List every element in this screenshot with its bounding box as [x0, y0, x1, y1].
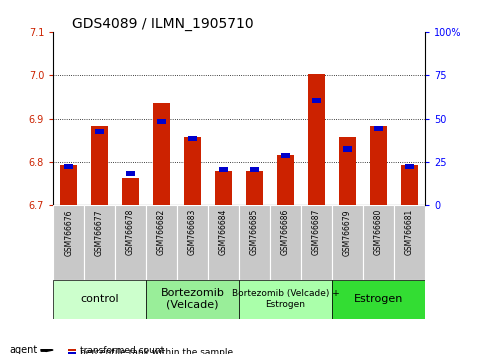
- Bar: [277, 155, 294, 205]
- Bar: [332, 205, 363, 280]
- Bar: [332, 280, 425, 319]
- Bar: [208, 205, 239, 280]
- Bar: [405, 164, 414, 169]
- Text: GSM766680: GSM766680: [374, 209, 383, 256]
- Bar: [95, 129, 104, 134]
- Bar: [146, 205, 177, 280]
- Bar: [126, 171, 135, 176]
- Text: GSM766681: GSM766681: [405, 209, 414, 255]
- Bar: [177, 205, 208, 280]
- Text: agent: agent: [10, 345, 38, 354]
- Bar: [370, 126, 387, 205]
- Text: GDS4089 / ILMN_1905710: GDS4089 / ILMN_1905710: [72, 17, 254, 31]
- Bar: [68, 349, 76, 351]
- Bar: [281, 153, 290, 159]
- Text: transformed count: transformed count: [80, 346, 164, 354]
- Bar: [215, 171, 232, 205]
- Bar: [401, 165, 418, 205]
- Text: GSM766679: GSM766679: [343, 209, 352, 256]
- Bar: [115, 205, 146, 280]
- Bar: [239, 205, 270, 280]
- Text: GSM766687: GSM766687: [312, 209, 321, 256]
- Bar: [68, 352, 76, 354]
- Bar: [246, 171, 263, 205]
- Bar: [394, 205, 425, 280]
- Bar: [122, 178, 139, 205]
- FancyArrow shape: [41, 349, 53, 352]
- Bar: [343, 146, 352, 152]
- Text: Bortezomib (Velcade) +
Estrogen: Bortezomib (Velcade) + Estrogen: [232, 290, 340, 309]
- Text: Bortezomib
(Velcade): Bortezomib (Velcade): [161, 288, 225, 310]
- Text: GSM766684: GSM766684: [219, 209, 228, 256]
- Bar: [53, 205, 84, 280]
- Bar: [270, 205, 301, 280]
- Bar: [312, 98, 321, 103]
- Text: GSM766678: GSM766678: [126, 209, 135, 256]
- Text: GSM766685: GSM766685: [250, 209, 259, 256]
- Bar: [157, 119, 166, 124]
- Bar: [64, 164, 73, 169]
- Bar: [308, 74, 325, 205]
- Bar: [84, 205, 115, 280]
- Text: GSM766677: GSM766677: [95, 209, 104, 256]
- Bar: [60, 165, 77, 205]
- Bar: [91, 126, 108, 205]
- Text: GSM766686: GSM766686: [281, 209, 290, 256]
- Text: control: control: [80, 294, 119, 304]
- Bar: [250, 167, 259, 172]
- Bar: [219, 167, 228, 172]
- Text: GSM766682: GSM766682: [157, 209, 166, 255]
- Bar: [146, 280, 239, 319]
- Bar: [188, 136, 197, 141]
- Bar: [53, 280, 146, 319]
- Bar: [239, 280, 332, 319]
- Text: percentile rank within the sample: percentile rank within the sample: [80, 348, 233, 354]
- Text: GSM766676: GSM766676: [64, 209, 73, 256]
- Bar: [301, 205, 332, 280]
- Bar: [184, 137, 201, 205]
- Bar: [374, 126, 383, 131]
- Bar: [339, 137, 356, 205]
- Text: GSM766683: GSM766683: [188, 209, 197, 256]
- Bar: [363, 205, 394, 280]
- Text: Estrogen: Estrogen: [354, 294, 403, 304]
- Bar: [153, 103, 170, 205]
